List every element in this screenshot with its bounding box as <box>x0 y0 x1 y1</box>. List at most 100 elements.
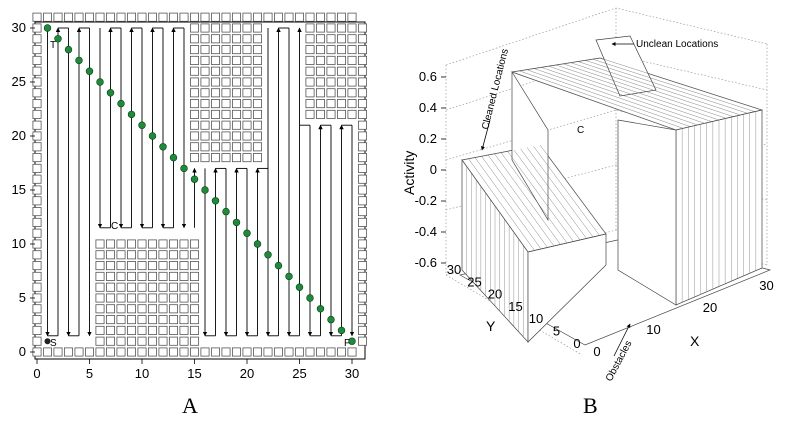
x-tick-label: 0 <box>33 366 40 381</box>
obstacle-cell <box>357 239 367 249</box>
obstacle-cell <box>179 282 189 292</box>
obstacle-cell <box>106 304 116 314</box>
obstacle-cell <box>137 325 147 335</box>
obstacle-cell <box>231 77 241 87</box>
obstacle-cell <box>168 304 178 314</box>
obstacle-cell <box>116 250 126 260</box>
obstacle-cell <box>95 325 105 335</box>
x-tick-label: 25 <box>292 366 306 381</box>
obstacle-cell <box>273 12 283 22</box>
obstacle-cell <box>357 120 367 130</box>
obstacle-cell <box>95 347 105 357</box>
obstacle-cell <box>357 45 367 55</box>
obstacle-cell <box>315 45 325 55</box>
x-tick-label: 0 <box>593 344 600 359</box>
obstacle-cell <box>158 325 168 335</box>
mesh-line <box>520 148 587 239</box>
obstacle-cell <box>231 153 241 163</box>
obstacle-cell <box>189 34 199 44</box>
y-tick-label: 15 <box>12 182 26 197</box>
obstacle-cell <box>357 153 367 163</box>
obstacle-cell <box>127 250 137 260</box>
x-tick-label: 20 <box>703 300 717 315</box>
obstacle-cell <box>179 250 189 260</box>
obstacle-cell <box>357 174 367 184</box>
obstacle-cell <box>168 12 178 22</box>
finish-label: F <box>344 338 350 349</box>
obstacle-cell <box>64 347 74 357</box>
obstacle-cell <box>231 99 241 109</box>
obstacle-cell <box>168 347 178 357</box>
mesh-line <box>519 70 684 129</box>
obstacle-cell <box>252 131 262 141</box>
obstacle-cell <box>242 34 252 44</box>
robot-position <box>180 164 188 173</box>
obstacle-cell <box>210 131 220 141</box>
obstacle-cell <box>189 23 199 33</box>
obstacle-cell <box>221 55 231 65</box>
obstacle-cell <box>336 23 346 33</box>
mesh-line <box>533 146 600 236</box>
obstacle-cell <box>189 325 199 335</box>
obstacle-cell <box>357 261 367 271</box>
obstacle-cell <box>326 34 336 44</box>
obstacle-cell <box>179 271 189 281</box>
obstacle-cell <box>357 282 367 292</box>
obstacle-cell <box>137 282 147 292</box>
obstacle-cell <box>168 315 178 325</box>
obstacle-cell <box>200 99 210 109</box>
obstacle-cell <box>189 131 199 141</box>
obstacle-cell <box>168 282 178 292</box>
obstacle-cell <box>326 99 336 109</box>
obstacle-cell <box>221 45 231 55</box>
obstacle-cell <box>336 34 346 44</box>
obstacle-cell <box>231 55 241 65</box>
obstacle-cell <box>242 55 252 65</box>
z-tick-label: 0 <box>430 162 437 177</box>
obstacle-cell <box>147 239 157 249</box>
obstacle-cell <box>294 12 304 22</box>
obstacle-cell <box>252 45 262 55</box>
obstacle-cell <box>32 271 42 281</box>
obstacle-cell <box>210 45 220 55</box>
obstacle-cell <box>95 293 105 303</box>
unclean-left-wall <box>511 70 549 222</box>
obstacle-cell <box>189 271 199 281</box>
z-tick-label: 0.4 <box>419 100 437 115</box>
x-tick-label: 20 <box>240 366 254 381</box>
obstacle-cell <box>189 336 199 346</box>
obstacle-cell <box>106 347 116 357</box>
robot-position <box>64 45 73 54</box>
panel-a-caption: A <box>182 393 198 418</box>
obstacle-cell <box>305 66 315 76</box>
obstacle-cells <box>32 12 367 357</box>
obstacle-cell <box>127 336 137 346</box>
obstacle-cell <box>305 45 315 55</box>
obstacle-cell <box>242 120 252 130</box>
obstacle-cell <box>252 347 262 357</box>
obstacle-cell <box>326 347 336 357</box>
activity-surface <box>459 35 772 346</box>
obstacle-cell <box>147 12 157 22</box>
obstacle-cell <box>242 99 252 109</box>
obstacle-cell <box>221 153 231 163</box>
obstacle-cell <box>336 99 346 109</box>
obstacle-cell <box>147 325 157 335</box>
robot-position <box>243 229 251 237</box>
robot-position <box>201 186 209 194</box>
obstacle-cell <box>116 325 126 335</box>
obstacle-cell <box>305 99 315 109</box>
obstacle-cell <box>221 12 231 22</box>
obstacle-cell <box>210 34 220 44</box>
obstacle-cell <box>43 12 53 22</box>
obstacle-cell <box>189 315 199 325</box>
y-tick-label: 20 <box>488 287 502 302</box>
obstacle-cell <box>347 99 357 109</box>
obstacle-cell <box>127 304 137 314</box>
obstacle-cell <box>221 34 231 44</box>
obstacle-cell <box>357 185 367 195</box>
robot-position <box>138 121 146 129</box>
obstacle-cell <box>242 109 252 119</box>
obstacle-cell <box>95 282 105 292</box>
obstacle-cell <box>189 239 199 249</box>
